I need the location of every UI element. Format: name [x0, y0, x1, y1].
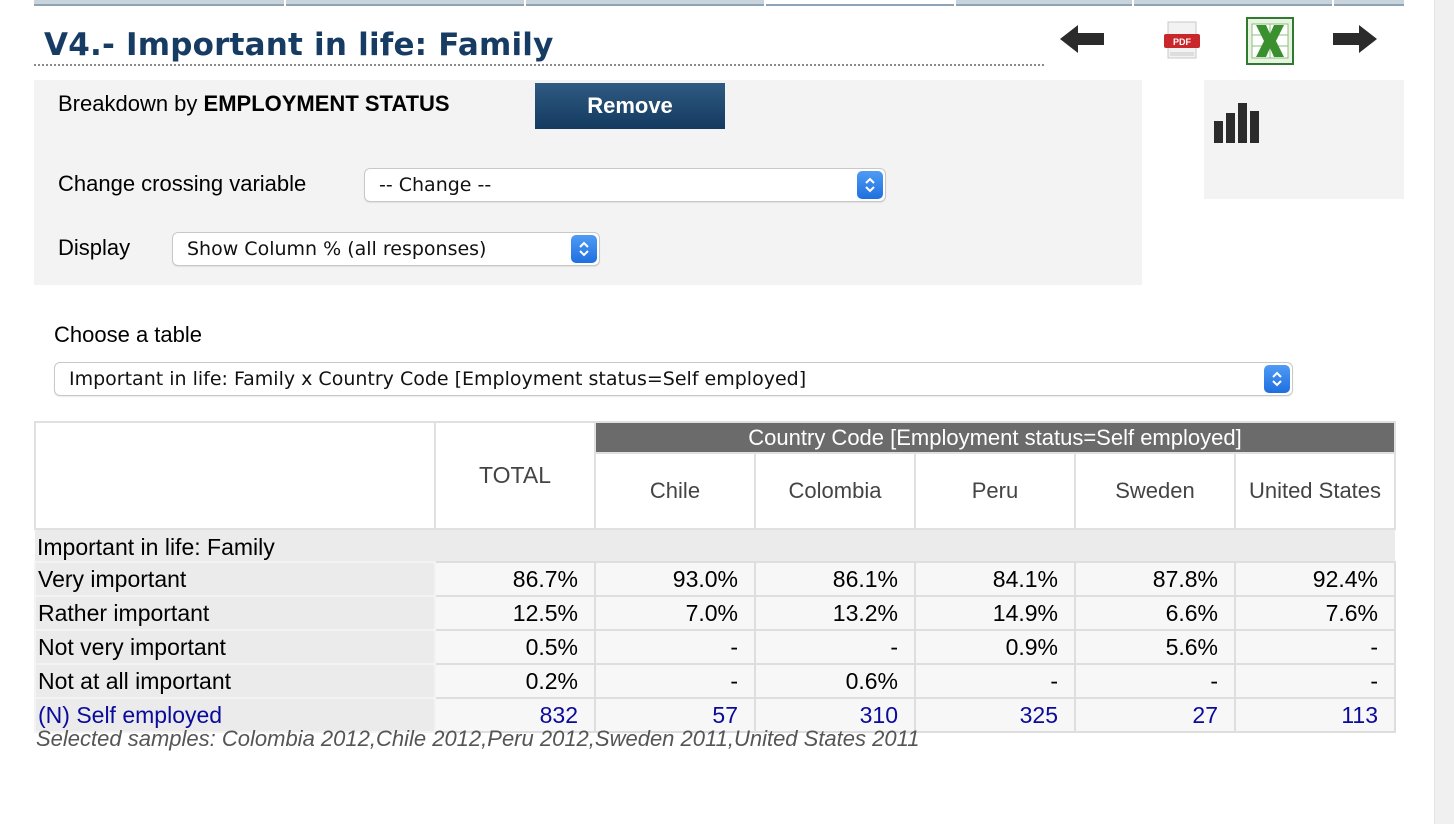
- value-cell: -: [1234, 663, 1396, 699]
- table-corner-cell: [34, 421, 436, 530]
- tab-segment[interactable]: [34, 0, 284, 6]
- row-label: Not very important: [34, 629, 436, 665]
- value-cell: 7.0%: [594, 595, 756, 631]
- table-row: Rather important 12.5% 7.0% 13.2% 14.9% …: [34, 595, 1396, 631]
- display-select[interactable]: Show Column % (all responses): [172, 232, 600, 266]
- select-chevron-icon: [571, 235, 597, 263]
- total-cell: 12.5%: [434, 595, 596, 631]
- value-cell: 6.6%: [1074, 595, 1236, 631]
- table-select[interactable]: Important in life: Family x Country Code…: [54, 362, 1293, 396]
- tab-segment[interactable]: [286, 0, 524, 6]
- table-select-value: Important in life: Family x Country Code…: [69, 368, 807, 390]
- total-cell: 0.5%: [434, 629, 596, 665]
- crossing-variable-select[interactable]: -- Change --: [364, 168, 886, 202]
- breakdown-label: Breakdown by EMPLOYMENT STATUS: [58, 91, 450, 117]
- column-header: Peru: [914, 452, 1076, 530]
- value-cell: 0.6%: [754, 663, 916, 699]
- total-cell: 832: [434, 697, 596, 733]
- arrow-left-icon[interactable]: [1058, 22, 1106, 56]
- table-row: Very important 86.7% 93.0% 86.1% 84.1% 8…: [34, 561, 1396, 597]
- page-title: V4.- Important in life: Family: [44, 27, 554, 63]
- value-cell: 87.8%: [1074, 561, 1236, 597]
- value-cell: 14.9%: [914, 595, 1076, 631]
- row-label: Not at all important: [34, 663, 436, 699]
- crossing-variable-label: Change crossing variable: [58, 171, 307, 196]
- total-cell: 86.7%: [434, 561, 596, 597]
- tab-segment[interactable]: [526, 0, 764, 6]
- value-cell: 310: [754, 697, 916, 733]
- chart-panel: [1204, 80, 1404, 199]
- crossing-variable-value: -- Change --: [379, 174, 492, 196]
- value-cell: 86.1%: [754, 561, 916, 597]
- crosstab-table: TOTAL Country Code [Employment status=Se…: [34, 421, 1396, 733]
- pdf-icon[interactable]: PDF: [1160, 18, 1204, 64]
- column-header: Chile: [594, 452, 756, 530]
- value-cell: 325: [914, 697, 1076, 733]
- row-label: (N) Self employed: [34, 697, 436, 733]
- breakdown-variable: EMPLOYMENT STATUS: [203, 91, 450, 116]
- value-cell: 113: [1234, 697, 1396, 733]
- column-header: Colombia: [754, 452, 916, 530]
- sample-size-row: (N) Self employed 832 57 310 325 27 113: [34, 697, 1396, 733]
- display-label: Display: [58, 235, 131, 260]
- top-tab-strip: [34, 0, 1404, 7]
- value-cell: -: [594, 663, 756, 699]
- row-label: Very important: [34, 561, 436, 597]
- section-label: Important in life: Family: [35, 529, 1395, 562]
- breakdown-prefix: Breakdown by: [58, 91, 204, 116]
- total-header: TOTAL: [434, 421, 596, 530]
- column-header: Sweden: [1074, 452, 1236, 530]
- value-cell: 13.2%: [754, 595, 916, 631]
- value-cell: 0.9%: [914, 629, 1076, 665]
- footnote: Selected samples: Colombia 2012,Chile 20…: [36, 726, 920, 751]
- remove-button[interactable]: Remove: [535, 83, 725, 129]
- arrow-right-icon[interactable]: [1331, 22, 1379, 56]
- scrollbar[interactable]: [1434, 0, 1454, 824]
- value-cell: -: [914, 663, 1076, 699]
- value-cell: 57: [594, 697, 756, 733]
- row-label: Rather important: [34, 595, 436, 631]
- value-cell: 7.6%: [1234, 595, 1396, 631]
- country-group-header: Country Code [Employment status=Self emp…: [594, 421, 1396, 454]
- display-value: Show Column % (all responses): [187, 238, 487, 260]
- excel-icon[interactable]: [1246, 17, 1294, 65]
- value-cell: 84.1%: [914, 561, 1076, 597]
- total-cell: 0.2%: [434, 663, 596, 699]
- value-cell: 27: [1074, 697, 1236, 733]
- value-cell: 92.4%: [1234, 561, 1396, 597]
- choose-table-label: Choose a table: [54, 322, 202, 347]
- tab-segment[interactable]: [956, 0, 1132, 6]
- value-cell: -: [754, 629, 916, 665]
- value-cell: -: [594, 629, 756, 665]
- tab-segment-active[interactable]: [766, 0, 954, 6]
- select-chevron-icon: [1264, 365, 1290, 393]
- title-divider: [34, 64, 1044, 66]
- table-row: Not very important 0.5% - - 0.9% 5.6% -: [34, 629, 1396, 665]
- value-cell: 5.6%: [1074, 629, 1236, 665]
- value-cell: -: [1074, 663, 1236, 699]
- column-header: United States: [1234, 452, 1396, 530]
- pdf-icon-label: PDF: [1173, 37, 1192, 47]
- tab-segment[interactable]: [1334, 0, 1404, 6]
- value-cell: -: [1234, 629, 1396, 665]
- select-chevron-icon: [857, 171, 883, 199]
- table-row: Not at all important 0.2% - 0.6% - - -: [34, 663, 1396, 699]
- value-cell: 93.0%: [594, 561, 756, 597]
- tab-segment[interactable]: [1134, 0, 1332, 6]
- bar-chart-icon[interactable]: [1213, 103, 1261, 145]
